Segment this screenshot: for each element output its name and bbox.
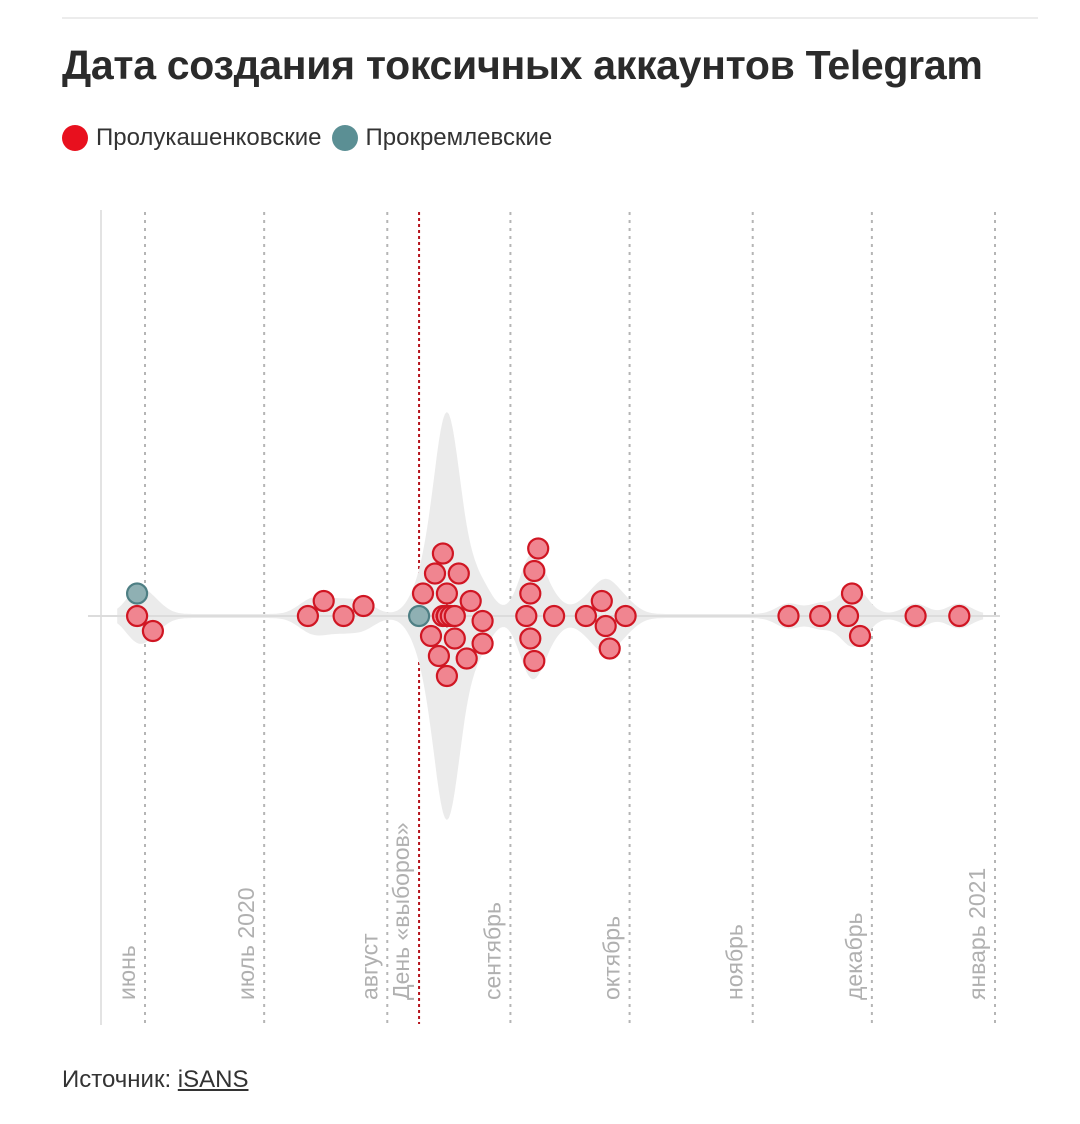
pro-lukashenko-point xyxy=(431,542,454,565)
pro-lukashenko-point xyxy=(419,624,443,648)
pro-lukashenko-point xyxy=(443,604,466,628)
pro-lukashenko-point xyxy=(598,637,621,660)
election-day-label: День «выборов» xyxy=(388,822,414,1000)
pro-lukashenko-point xyxy=(126,604,149,628)
pro-lukashenko-point xyxy=(435,664,458,688)
pro-lukashenko-point xyxy=(590,589,613,613)
source-link[interactable]: iSANS xyxy=(177,1066,249,1093)
month-label: декабрь xyxy=(841,912,867,1000)
legend: Пролукашенковские Прокремлевские xyxy=(62,124,562,152)
month-label: июнь xyxy=(114,945,140,1000)
pro-lukashenko-point xyxy=(948,604,971,628)
pro-lukashenko-point xyxy=(296,604,319,628)
chart-title: Дата создания токсичных аккаунтов Telegr… xyxy=(62,42,983,88)
pro-lukashenko-point xyxy=(574,604,598,628)
pro-lukashenko-point xyxy=(352,594,375,618)
pro-lukashenko-point xyxy=(848,624,872,648)
pro-lukashenko-point xyxy=(840,582,864,605)
source-label: Источник: xyxy=(62,1066,172,1093)
legend-label: Пролукашенковские xyxy=(96,124,322,151)
pro-kremlin-point xyxy=(408,604,431,628)
legend-swatch-red xyxy=(62,125,88,151)
pro-lukashenko-point xyxy=(471,609,494,633)
legend-swatch-teal xyxy=(331,125,358,151)
month-label: июль 2020 xyxy=(233,887,259,1000)
pro-lukashenko-point xyxy=(904,604,927,628)
pro-lukashenko-point xyxy=(614,604,637,628)
month-label: октябрь xyxy=(599,916,625,1000)
pro-lukashenko-point xyxy=(542,604,566,628)
pro-lukashenko-point xyxy=(523,559,546,583)
source-line: Источник: iSANS xyxy=(62,1066,248,1094)
pro-lukashenko-point xyxy=(455,647,478,670)
legend-label: Прокремлевские xyxy=(365,124,553,151)
month-label: август xyxy=(356,933,382,1000)
pro-lukashenko-point xyxy=(836,604,860,628)
pro-lukashenko-point xyxy=(471,632,494,655)
pro-lukashenko-point xyxy=(523,649,546,673)
pro-lukashenko-point xyxy=(435,582,458,605)
pro-lukashenko-point xyxy=(427,644,450,668)
legend-item-pro-kremlin: Прокремлевские xyxy=(331,124,553,152)
pro-lukashenko-point xyxy=(527,537,550,560)
month-label: ноябрь xyxy=(722,924,748,1000)
pro-lukashenko-point xyxy=(443,627,466,650)
beeswarm-chart: июнь июль 2020 август сентябрь октябрь ноябрь… xyxy=(88,210,1000,1025)
pro-lukashenko-point xyxy=(141,619,164,643)
pro-lukashenko-point xyxy=(411,582,435,605)
pro-lukashenko-point xyxy=(447,562,470,585)
pro-lukashenko-point xyxy=(515,604,538,628)
pro-lukashenko-point xyxy=(423,562,447,585)
pro-lukashenko-point xyxy=(519,582,542,605)
top-divider xyxy=(62,17,1038,19)
pro-lukashenko-point xyxy=(312,589,335,613)
pro-lukashenko-point xyxy=(519,627,542,650)
pro-lukashenko-point xyxy=(594,614,617,638)
month-label: январь 2021 xyxy=(964,868,990,1000)
month-label: сентябрь xyxy=(479,902,505,1000)
pro-lukashenko-point xyxy=(459,589,482,613)
legend-item-pro-lukashenko: Пролукашенковские xyxy=(62,124,322,152)
pro-lukashenko-point xyxy=(777,604,800,628)
pro-kremlin-point xyxy=(126,582,149,605)
pro-lukashenko-point xyxy=(809,604,832,628)
pro-lukashenko-point xyxy=(332,604,355,628)
